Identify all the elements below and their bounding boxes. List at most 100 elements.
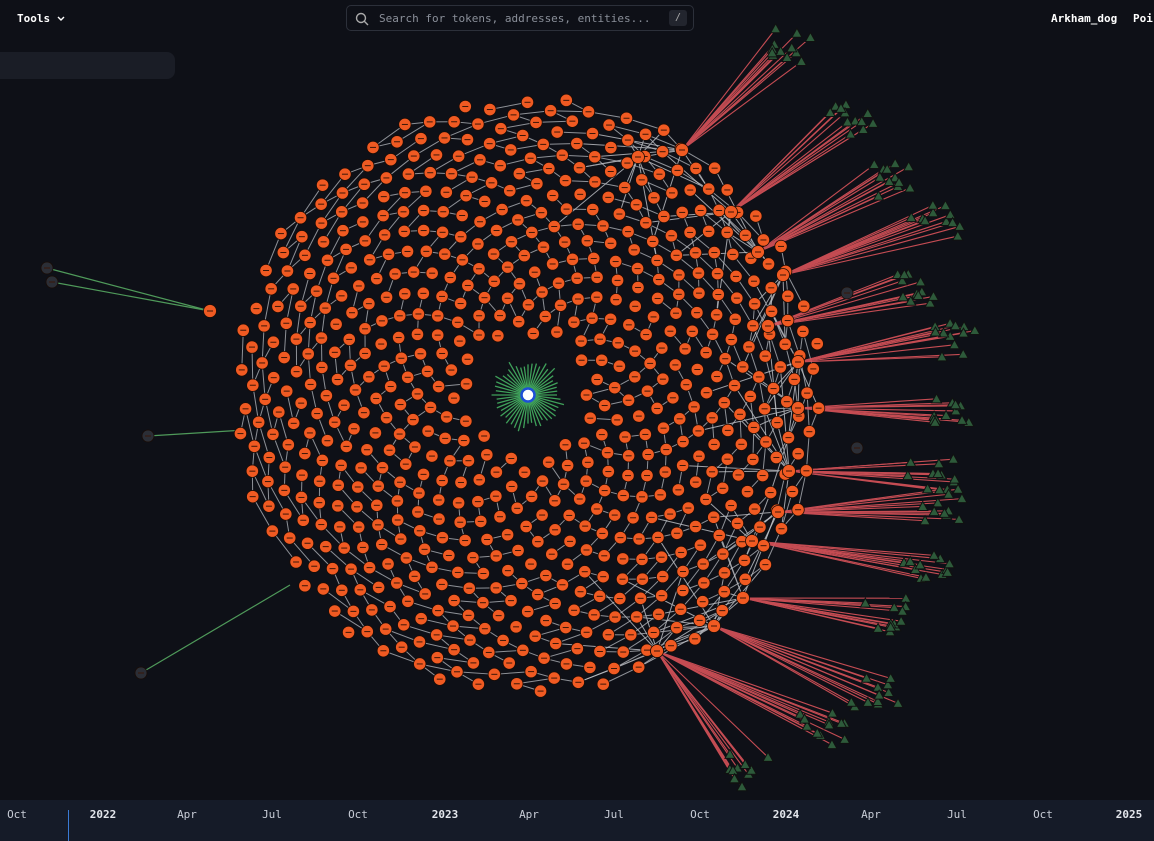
token-node xyxy=(929,416,941,427)
token-node xyxy=(736,780,748,792)
token-node xyxy=(905,211,918,223)
token-node xyxy=(953,513,965,524)
hub-edge xyxy=(767,325,778,423)
token-node xyxy=(798,713,811,724)
hub-edge xyxy=(752,274,784,327)
red-edge xyxy=(656,650,735,780)
red-edge xyxy=(788,458,954,472)
red-edge xyxy=(730,112,846,213)
red-edge xyxy=(713,625,889,694)
red-edge xyxy=(713,625,891,679)
token-node xyxy=(927,199,939,210)
hub-edge xyxy=(776,422,790,472)
timeline-label: Jul xyxy=(262,808,282,821)
token-node xyxy=(872,681,884,692)
token-node xyxy=(949,398,962,410)
token-node xyxy=(835,717,848,728)
red-edge xyxy=(742,597,906,608)
red-edge xyxy=(797,353,964,363)
token-node xyxy=(881,163,893,174)
green-edge xyxy=(51,281,211,312)
red-edge xyxy=(751,540,927,578)
token-node xyxy=(889,157,902,169)
hub-edge xyxy=(764,361,799,410)
token-node xyxy=(933,483,946,495)
token-node xyxy=(929,325,942,337)
token-node xyxy=(902,160,915,172)
red-edge xyxy=(681,28,777,151)
red-edge xyxy=(797,344,955,363)
token-node xyxy=(860,672,873,683)
token-node xyxy=(881,678,894,690)
token-node xyxy=(845,696,858,707)
red-edge xyxy=(742,597,902,622)
red-edge xyxy=(713,625,879,702)
token-node xyxy=(872,622,884,633)
search-box[interactable]: Search for tokens, addresses, entities..… xyxy=(346,5,694,31)
token-node xyxy=(884,672,897,683)
token-node xyxy=(804,31,817,43)
nav-link[interactable]: Poi xyxy=(1133,12,1153,25)
token-node xyxy=(927,290,940,301)
token-node xyxy=(944,208,957,220)
token-node xyxy=(841,116,854,127)
edge xyxy=(241,330,244,370)
red-edge xyxy=(656,650,818,734)
red-edge xyxy=(777,493,949,513)
hub-edge xyxy=(662,151,732,213)
token-node xyxy=(950,404,962,416)
red-edge xyxy=(751,540,935,556)
token-node xyxy=(884,621,897,632)
red-edge xyxy=(656,650,833,714)
token-node xyxy=(932,496,944,508)
token-node xyxy=(874,171,886,182)
hub-edge xyxy=(722,511,779,555)
token-node xyxy=(769,22,782,34)
token-node xyxy=(921,482,934,494)
red-edge xyxy=(757,164,875,253)
token-node xyxy=(857,123,870,134)
red-edge xyxy=(730,112,831,213)
graph-canvas xyxy=(40,22,981,792)
timeline-label: Jul xyxy=(947,808,967,821)
token-node xyxy=(939,199,952,211)
hub-edge xyxy=(713,572,725,627)
token-node xyxy=(912,289,925,301)
token-node xyxy=(728,772,741,784)
tools-menu[interactable]: Tools xyxy=(17,12,65,25)
token-node xyxy=(957,327,970,338)
red-edge xyxy=(656,650,749,775)
red-edge xyxy=(681,47,793,151)
token-node xyxy=(781,51,793,62)
token-node xyxy=(914,558,927,570)
red-edge xyxy=(742,597,891,628)
token-node xyxy=(919,514,931,526)
token-node xyxy=(871,695,884,706)
token-node xyxy=(895,615,907,626)
token-node xyxy=(724,748,736,759)
token-node xyxy=(795,55,808,67)
token-node xyxy=(956,414,968,425)
red-edge xyxy=(751,540,916,570)
token-node xyxy=(949,319,962,331)
token-node xyxy=(936,350,948,362)
hub-edge xyxy=(764,408,790,472)
username[interactable]: Arkham_dog xyxy=(1051,12,1118,25)
red-edge xyxy=(767,295,934,327)
red-edge xyxy=(730,121,848,213)
timeline-label: Oct xyxy=(7,808,27,821)
red-edge xyxy=(782,217,912,276)
token-node xyxy=(727,764,739,776)
token-node xyxy=(785,41,798,53)
token-node xyxy=(896,605,909,616)
hub-edge xyxy=(698,407,799,432)
token-node xyxy=(941,566,954,577)
tools-label[interactable]: Tools xyxy=(17,12,51,25)
token-node xyxy=(904,555,917,567)
token-node xyxy=(930,392,943,404)
green-edges xyxy=(46,267,291,674)
center-node xyxy=(520,387,536,403)
timeline-label: Apr xyxy=(519,808,539,821)
search-icon xyxy=(355,12,369,26)
token-node xyxy=(745,764,758,775)
